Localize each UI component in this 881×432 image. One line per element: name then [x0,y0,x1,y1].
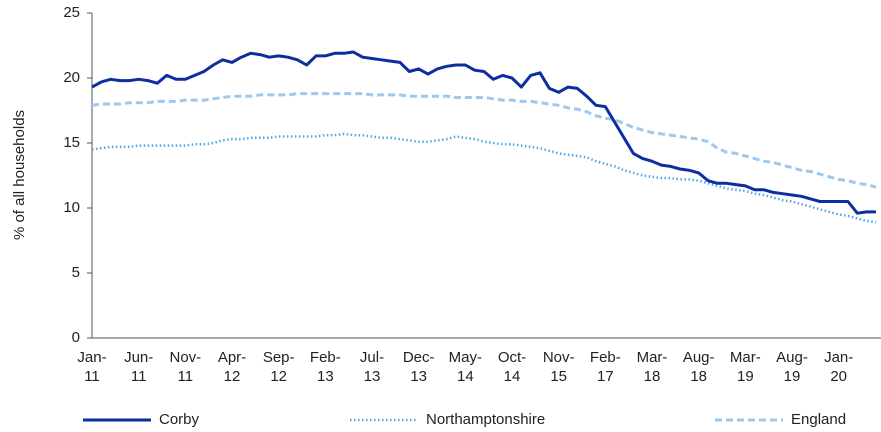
y-tick-label: 10 [63,199,80,216]
x-tick-label: Sep-12 [263,349,295,385]
x-tick-label: Jan-11 [77,349,106,385]
series-line [91,132,877,224]
x-tick-label: Mar-19 [730,349,761,385]
legend-label: Northamptonshire [426,411,545,428]
y-tick-label: 25 [63,4,80,21]
series-line [91,92,877,189]
x-tick-label: Oct-14 [498,349,526,385]
x-tick-label: Feb-13 [310,349,341,385]
x-tick-label: Jul-13 [360,349,384,385]
x-tick-label: Aug-19 [776,349,808,385]
y-axis-label: % of all households [11,110,28,240]
y-tick-label: 15 [63,134,80,151]
x-tick-label: May-14 [449,349,482,385]
y-tick-label: 0 [72,329,80,346]
legend-label: England [791,411,846,428]
legend-label: Corby [159,411,200,428]
x-tick-label: Jan-20 [824,349,853,385]
x-tick-label: Dec-13 [403,349,435,385]
y-tick-label: 5 [72,264,80,281]
x-tick-label: Jun-11 [124,349,153,385]
series-line [91,50,876,215]
x-tick-label: Aug-18 [683,349,715,385]
x-tick-label: Feb-17 [590,349,621,385]
y-tick-label: 20 [63,69,80,86]
x-tick-label: Nov-15 [543,349,575,385]
x-tick-label: Nov-11 [169,349,201,385]
x-tick-label: Apr-12 [218,349,246,385]
x-tick-label: Mar-18 [637,349,668,385]
